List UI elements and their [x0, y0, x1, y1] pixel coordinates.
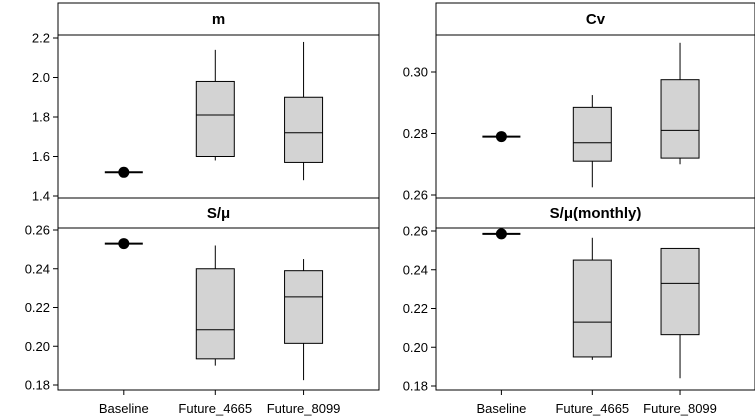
y-tick-label: 0.28	[403, 126, 428, 141]
y-tick-label: 0.18	[25, 378, 50, 393]
x-tick-label: Future_8099	[267, 401, 341, 416]
x-tick-label: Baseline	[99, 401, 149, 416]
box-future_8099	[660, 247, 700, 379]
y-tick-label: 1.6	[32, 149, 50, 164]
panel-1: m 1.4 1.6 1.8 2.0 2.2	[32, 2, 380, 204]
panel-strip	[57, 2, 380, 36]
baseline-point	[118, 238, 130, 250]
box-future_8099	[284, 259, 324, 381]
baseline-point	[118, 166, 130, 178]
y-tick-label: 0.20	[25, 339, 50, 354]
y-tick-label: 0.24	[403, 262, 428, 277]
box-future_4665	[572, 95, 612, 188]
y-tick-label: 2.0	[32, 70, 50, 85]
panel-strip	[435, 197, 755, 229]
y-tick-label: 0.26	[25, 223, 50, 238]
y-tick-label: 1.4	[32, 189, 50, 204]
y-tick-label: 0.22	[25, 300, 50, 315]
box-future_4665	[195, 49, 235, 161]
panel-title: S/μ(monthly)	[550, 205, 642, 222]
baseline-point	[495, 228, 507, 240]
y-tick-label: 0.24	[25, 261, 50, 276]
box-future_4665	[572, 237, 612, 360]
panel-4: S/μ(monthly) 0.18 0.20 0.22 0.24 0.26 Baseline…	[403, 197, 755, 416]
box-iqr	[284, 96, 324, 163]
box-iqr	[284, 270, 324, 344]
panel-2: Cv 0.26 0.28 0.30	[403, 2, 755, 203]
box-iqr	[195, 80, 235, 157]
panel-title: S/μ	[207, 205, 230, 222]
box-iqr	[572, 259, 612, 358]
baseline-point	[495, 131, 507, 143]
panel-3: S/μ 0.18 0.20 0.22 0.24 0.26 Baseline Future_46…	[25, 197, 380, 416]
y-tick-label: 0.22	[403, 301, 428, 316]
x-tick-label: Future_4665	[555, 401, 629, 416]
panel-strip	[57, 197, 380, 229]
y-tick-label: 0.30	[403, 65, 428, 80]
x-tick-label: Future_8099	[643, 401, 717, 416]
panel-title: m	[212, 11, 225, 28]
y-tick-label: 1.8	[32, 110, 50, 125]
y-tick-label: 0.20	[403, 340, 428, 355]
x-tick-label: Future_4665	[178, 401, 252, 416]
box-iqr	[660, 247, 700, 336]
box-future_8099	[284, 41, 324, 181]
box-iqr	[660, 79, 700, 159]
panel-frame	[57, 227, 380, 391]
box-iqr	[195, 268, 235, 360]
box-future_8099	[660, 42, 700, 165]
y-tick-label: 0.26	[403, 224, 428, 239]
y-tick-label: 2.2	[32, 31, 50, 46]
x-tick-label: Baseline	[476, 401, 526, 416]
y-tick-label: 0.18	[403, 379, 428, 394]
box-iqr	[572, 106, 612, 162]
box-future_4665	[195, 245, 235, 366]
y-tick-label: 0.26	[403, 188, 428, 203]
panel-title: Cv	[586, 11, 606, 28]
